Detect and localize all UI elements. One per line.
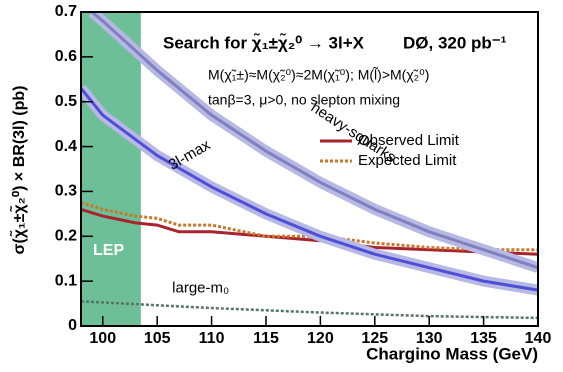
plot-area [81, 12, 538, 326]
limit-line [81, 300, 538, 320]
uncertainty-band [81, 84, 538, 296]
x-tick-label: 130 [416, 330, 443, 347]
x-tick-label: 100 [89, 330, 116, 347]
x-axis-label: Chargino Mass (GeV) [366, 344, 538, 363]
y-tick-label: 0.6 [55, 48, 77, 65]
plot-frame [80, 11, 539, 327]
y-tick-label: 0.1 [55, 272, 77, 289]
legend-label: Observed Limit [358, 132, 460, 149]
annotation: M(χ̃₁±)≈M(χ̃₂⁰)≈2M(χ̃₁⁰); M(l̃)>M(χ̃₂⁰) [208, 66, 429, 83]
x-tick-label: 105 [144, 330, 171, 347]
x-tick-label: 110 [199, 330, 225, 347]
theory-line [81, 87, 538, 292]
y-tick-label: 0.5 [55, 93, 77, 110]
x-tick-label: 115 [253, 330, 279, 347]
limit-line [81, 207, 538, 256]
band-edge [81, 87, 538, 291]
y-tick-label: 0.7 [55, 3, 77, 20]
y-tick-label: 0 [68, 317, 77, 334]
theory-line [90, 12, 538, 270]
legend-label: Expected Limit [358, 152, 457, 169]
annotation: tanβ=3, μ>0, no slepton mixing [208, 92, 400, 108]
y-tick-label: 0.3 [55, 183, 77, 200]
x-tick-label: 125 [361, 330, 388, 347]
x-tick-label: 135 [470, 330, 497, 347]
x-tick-label: 140 [525, 330, 552, 347]
curve-label: large-m₀ [172, 280, 229, 297]
y-axis-label: σ(χ̃₁±χ̃₂⁰) × BR(3l) (pb) [8, 86, 28, 255]
lep-region [81, 12, 141, 326]
chart-subtitle: DØ, 320 pb⁻¹ [403, 33, 507, 52]
y-tick-label: 0.2 [55, 228, 77, 245]
limit-line [81, 201, 538, 252]
lep-label: LEP [93, 242, 124, 259]
x-tick-label: 120 [307, 330, 334, 347]
chart-title: Search for χ̃₁±χ̃₂⁰ → 3l+X [163, 32, 365, 52]
y-tick-label: 0.4 [55, 138, 77, 155]
